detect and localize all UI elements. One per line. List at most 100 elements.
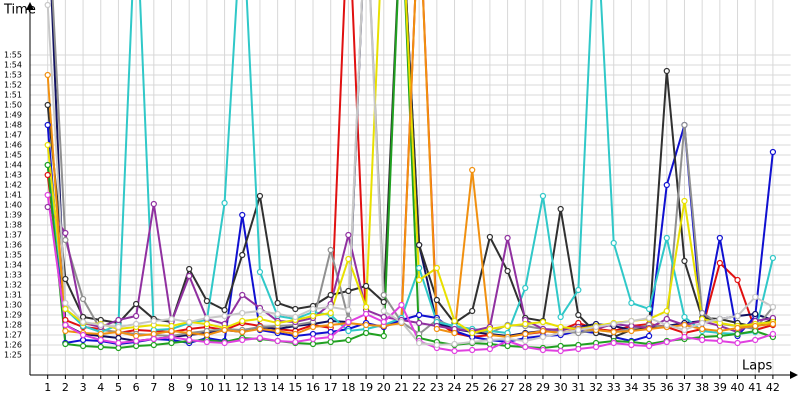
series-line bbox=[50, 0, 774, 343]
lap-point bbox=[539, 333, 547, 341]
lap-point bbox=[327, 328, 334, 336]
lap-point bbox=[274, 319, 281, 327]
lap-point bbox=[256, 268, 264, 276]
x-tick-label: 1 bbox=[44, 381, 51, 394]
lap-point bbox=[504, 322, 511, 330]
lap-point bbox=[769, 320, 777, 328]
lap-point bbox=[345, 318, 352, 326]
lap-point bbox=[610, 320, 617, 328]
lap-point bbox=[168, 333, 175, 341]
lap-point bbox=[486, 345, 493, 353]
lap-point bbox=[469, 346, 476, 354]
y-axis-title: Time bbox=[3, 3, 36, 18]
lap-point bbox=[327, 303, 334, 311]
lap-point bbox=[97, 321, 104, 329]
y-tick-label: 1:27 bbox=[4, 331, 22, 340]
y-tick-label: 1:49 bbox=[4, 111, 22, 120]
lap-point bbox=[398, 318, 405, 326]
lap-point bbox=[345, 255, 352, 263]
lap-point bbox=[433, 264, 440, 272]
lap-point bbox=[115, 339, 122, 347]
lap-point bbox=[645, 305, 653, 313]
lap-point bbox=[115, 334, 122, 342]
y-tick-label: 1:34 bbox=[4, 261, 22, 270]
y-tick-label: 1:28 bbox=[4, 321, 22, 330]
lap-point bbox=[168, 327, 175, 335]
lap-point bbox=[716, 337, 723, 345]
lap-point bbox=[256, 307, 264, 315]
y-tick-label: 1:37 bbox=[4, 231, 22, 240]
y-tick-label: 1:51 bbox=[4, 91, 22, 100]
y-tick-label: 1:35 bbox=[4, 251, 22, 260]
lap-point bbox=[575, 311, 582, 319]
x-tick-label: 37 bbox=[677, 381, 691, 394]
lap-point bbox=[663, 315, 670, 323]
y-tick-label: 1:38 bbox=[4, 221, 22, 230]
y-tick-label: 1:25 bbox=[4, 351, 22, 360]
lap-point bbox=[663, 181, 670, 189]
lap-point bbox=[44, 1, 51, 9]
lap-point bbox=[398, 301, 405, 309]
lap-point bbox=[752, 336, 759, 344]
lap-point bbox=[486, 325, 493, 333]
lap-point bbox=[345, 306, 352, 314]
lap-point bbox=[557, 205, 564, 213]
x-tick-label: 32 bbox=[589, 381, 603, 394]
lap-point bbox=[716, 315, 723, 323]
lap-point bbox=[592, 323, 600, 331]
lap-point bbox=[309, 330, 317, 338]
lap-point bbox=[345, 336, 352, 344]
lap-point bbox=[186, 336, 193, 344]
lap-point bbox=[469, 338, 476, 346]
lap-point bbox=[362, 321, 370, 329]
lap-point bbox=[44, 101, 51, 109]
x-tick-label: 36 bbox=[660, 381, 674, 394]
lap-point bbox=[256, 325, 264, 333]
lap-point bbox=[44, 121, 51, 129]
lap-point bbox=[115, 316, 122, 324]
lap-point bbox=[486, 336, 493, 344]
lap-point bbox=[62, 236, 69, 244]
x-tick-label: 4 bbox=[97, 381, 104, 394]
series-line bbox=[46, 0, 774, 339]
lap-point bbox=[575, 326, 582, 334]
y-tick-label: 1:36 bbox=[4, 241, 22, 250]
lap-point bbox=[575, 345, 582, 353]
x-tick-label: 41 bbox=[748, 381, 762, 394]
lap-point bbox=[663, 234, 670, 242]
lap-point bbox=[62, 340, 69, 348]
lap-point bbox=[522, 337, 529, 345]
lap-point bbox=[486, 331, 493, 339]
lap-point bbox=[539, 318, 547, 326]
lap-point bbox=[380, 313, 387, 321]
lap-point bbox=[769, 330, 777, 338]
x-tick-label: 13 bbox=[253, 381, 267, 394]
lap-point bbox=[79, 342, 87, 350]
lap-point bbox=[734, 324, 741, 332]
lap-point bbox=[504, 234, 511, 242]
lap-point bbox=[62, 305, 69, 313]
x-tick-label: 20 bbox=[377, 381, 391, 394]
lap-point bbox=[769, 303, 777, 311]
y-tick-label: 1:43 bbox=[4, 171, 22, 180]
y-tick-label: 1:42 bbox=[4, 181, 22, 190]
lap-point bbox=[539, 192, 547, 200]
lap-point bbox=[186, 318, 193, 326]
lap-point bbox=[752, 293, 759, 301]
y-tick-label: 1:40 bbox=[4, 201, 22, 210]
lap-point bbox=[469, 329, 476, 337]
lap-point bbox=[699, 336, 706, 344]
lap-point bbox=[221, 306, 228, 314]
lap-point bbox=[645, 314, 653, 322]
lap-point bbox=[769, 148, 777, 156]
lap-point bbox=[62, 327, 69, 335]
lap-point bbox=[362, 329, 370, 337]
lap-point bbox=[469, 307, 476, 315]
lap-point bbox=[628, 317, 635, 325]
lap-point bbox=[716, 332, 723, 340]
lap-point bbox=[416, 311, 423, 319]
lap-point bbox=[557, 347, 564, 355]
lap-point bbox=[309, 335, 317, 343]
lap-point bbox=[380, 298, 387, 306]
lap-point bbox=[186, 265, 193, 273]
